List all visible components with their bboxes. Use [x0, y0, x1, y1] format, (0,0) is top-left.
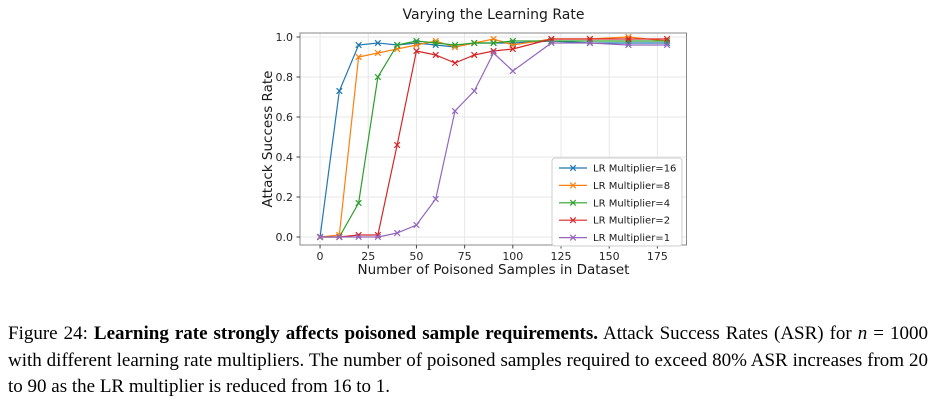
x-tick-label: 50	[409, 250, 423, 263]
legend-label: LR Multiplier=16	[593, 164, 676, 175]
legend-sample-marker	[569, 199, 577, 207]
x-tick-label: 125	[551, 250, 572, 263]
legend-sample-marker	[569, 182, 577, 189]
x-tick-label: 75	[458, 250, 472, 263]
legend-sample-marker	[569, 234, 577, 241]
y-tick-label: 0.0	[276, 231, 294, 244]
figure-24: 0 25 50 75 100 125 150 175 0.0 0.2 0.4 0.6 0.8 1.0 LR …	[260, 7, 687, 278]
x-axis-label: Number of Poisoned Samples in Dataset	[357, 262, 630, 278]
figure-caption: Figure 24: Learning rate strongly affect…	[0, 305, 936, 401]
plot-canvas: 0 25 50 75 100 125 150 175 0.0 0.2 0.4 0.6 0.8 1.0 LR …	[276, 31, 687, 263]
y-tick-label: 0.6	[276, 111, 294, 124]
legend-sample-marker	[569, 216, 577, 224]
y-tick-label: 0.2	[276, 191, 294, 204]
legend-label: LR Multiplier=8	[593, 181, 670, 192]
caption-segment: Attack Success Rates (ASR) for	[598, 323, 858, 344]
legend-label: LR Multiplier=2	[593, 216, 670, 227]
y-tick-label: 0.4	[276, 151, 294, 164]
x-tick-label: 25	[361, 250, 375, 263]
y-tick-label: 1.0	[276, 31, 294, 44]
x-tick-label: 150	[599, 250, 620, 263]
y-axis-label: Attack Success Rate	[260, 70, 276, 208]
caption-segment: n	[857, 323, 868, 344]
legend-label: LR Multiplier=4	[593, 198, 670, 209]
x-tick-label: 100	[502, 250, 523, 263]
legend-box	[551, 157, 683, 247]
x-tick-label: 175	[647, 250, 668, 263]
legend-sample-marker	[569, 164, 577, 172]
legend-label: LR Multiplier=1	[593, 233, 670, 244]
plot-spines	[299, 32, 687, 246]
caption-segment: Figure 24:	[8, 323, 94, 344]
caption-segment: = 1000 with different learning rate mult…	[8, 323, 928, 397]
series-markers-4	[316, 39, 671, 241]
y-tick-label: 0.8	[276, 71, 294, 84]
chart-title: Varying the Learning Rate	[402, 7, 585, 23]
caption-segment: Learning rate strongly affects poisoned …	[93, 323, 599, 344]
x-tick-label: 0	[317, 250, 324, 263]
